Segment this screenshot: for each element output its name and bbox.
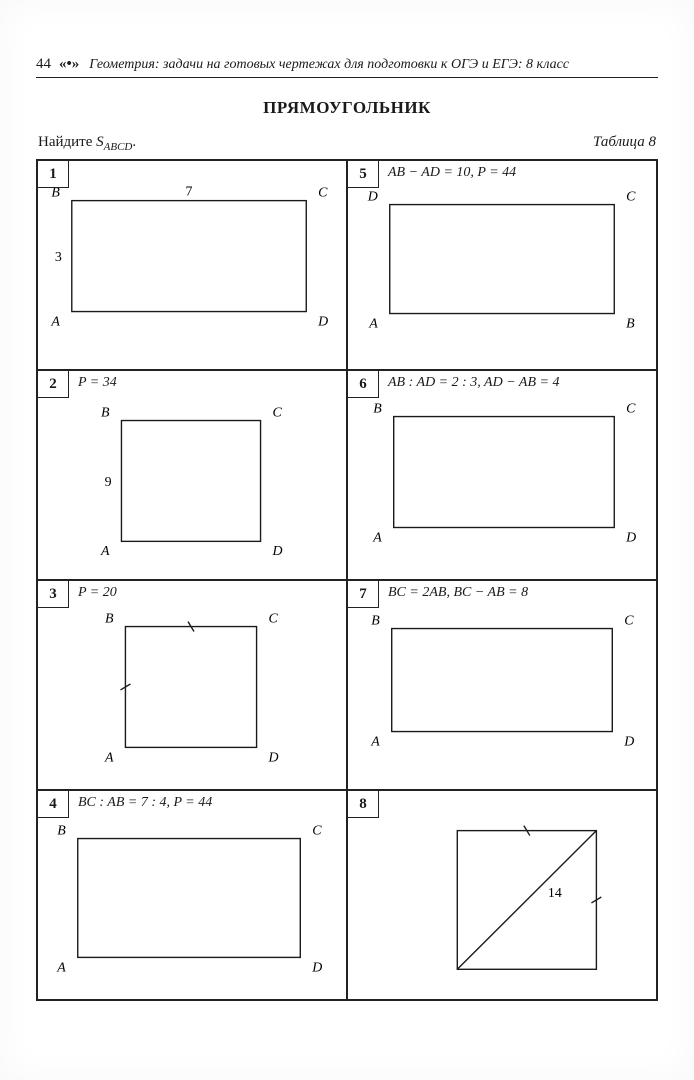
svg-text:C: C xyxy=(626,190,636,205)
svg-text:C: C xyxy=(272,406,282,421)
diagram: BCAD73 xyxy=(38,161,346,369)
svg-text:A: A xyxy=(56,960,66,975)
problem-grid: 1BCAD735AB − AD = 10, P = 44DCAB2P = 34B… xyxy=(36,159,658,1001)
problem-cell: 6AB : AD = 2 : 3, AD − AB = 4BCAD xyxy=(347,370,657,580)
prompt-sub: ABCD xyxy=(104,141,133,153)
page: 44 «•» Геометрия: задачи на готовых черт… xyxy=(0,0,694,1080)
problem-number: 2 xyxy=(37,370,69,398)
svg-text:B: B xyxy=(57,824,66,839)
svg-text:B: B xyxy=(105,612,114,627)
svg-text:14: 14 xyxy=(548,886,562,901)
prompt-prefix: Найдите xyxy=(38,134,96,150)
svg-text:B: B xyxy=(373,402,382,417)
svg-text:D: D xyxy=(271,544,282,559)
prompt-suffix: . xyxy=(132,134,136,150)
svg-text:C: C xyxy=(269,612,279,627)
problem-cell: 7BC = 2AB, BC − AB = 8BCAD xyxy=(347,580,657,790)
page-number: 44 xyxy=(36,56,51,73)
problem-cell: 4BC : AB = 7 : 4, P = 44BCAD xyxy=(37,790,347,1000)
svg-text:D: D xyxy=(317,314,328,329)
diagram: D C A B xyxy=(348,161,656,369)
svg-text:C: C xyxy=(312,824,322,839)
problem-number: 8 xyxy=(347,790,379,818)
svg-text:7: 7 xyxy=(186,185,193,200)
diagram: B C A D xyxy=(38,791,346,999)
svg-text:A: A xyxy=(370,734,380,749)
diagram: B C A D 9 xyxy=(38,371,346,579)
svg-text:B: B xyxy=(101,406,110,421)
problem-number: 6 xyxy=(347,370,379,398)
svg-text:B: B xyxy=(626,316,635,331)
svg-text:A: A xyxy=(372,530,382,545)
problem-number: 1 xyxy=(37,160,69,188)
problem-number: 7 xyxy=(347,580,379,608)
problem-cell: 3P = 20BCAD xyxy=(37,580,347,790)
svg-text:D: D xyxy=(623,734,634,749)
svg-text:D: D xyxy=(625,530,636,545)
prompt-row: Найдите SABCD. Таблица 8 xyxy=(38,134,656,153)
svg-text:B: B xyxy=(371,614,380,629)
diagram: 14 xyxy=(348,791,656,999)
problem-cell: 5AB − AD = 10, P = 44DCAB xyxy=(347,160,657,370)
problem-cell: 1BCAD73 xyxy=(37,160,347,370)
svg-text:D: D xyxy=(311,960,322,975)
svg-text:D: D xyxy=(268,750,279,765)
svg-text:D: D xyxy=(367,190,378,205)
svg-text:A: A xyxy=(50,314,60,329)
svg-text:A: A xyxy=(100,544,110,559)
svg-text:C: C xyxy=(624,614,634,629)
header-mark: «•» xyxy=(59,56,79,73)
running-title: Геометрия: задачи на готовых чертежах дл… xyxy=(89,57,569,73)
svg-text:9: 9 xyxy=(105,475,112,490)
problem-cell: 2P = 34BCAD9 xyxy=(37,370,347,580)
diagram: B C A D xyxy=(38,581,346,789)
svg-text:A: A xyxy=(368,316,378,331)
svg-text:A: A xyxy=(104,750,114,765)
problem-number: 4 xyxy=(37,790,69,818)
diagram: B C A D xyxy=(348,581,656,789)
problem-number: 3 xyxy=(37,580,69,608)
section-title: ПРЯМОУГОЛЬНИК xyxy=(36,98,658,118)
problem-cell: 8 14 xyxy=(347,790,657,1000)
prompt-formula: S xyxy=(96,134,104,150)
running-header: 44 «•» Геометрия: задачи на готовых черт… xyxy=(36,56,658,78)
svg-text:C: C xyxy=(626,402,636,417)
diagram: B C A D xyxy=(348,371,656,579)
problem-number: 5 xyxy=(347,160,379,188)
prompt: Найдите SABCD. xyxy=(38,134,136,153)
svg-text:C: C xyxy=(318,186,328,201)
svg-text:3: 3 xyxy=(55,250,62,265)
table-label: Таблица 8 xyxy=(593,134,656,153)
